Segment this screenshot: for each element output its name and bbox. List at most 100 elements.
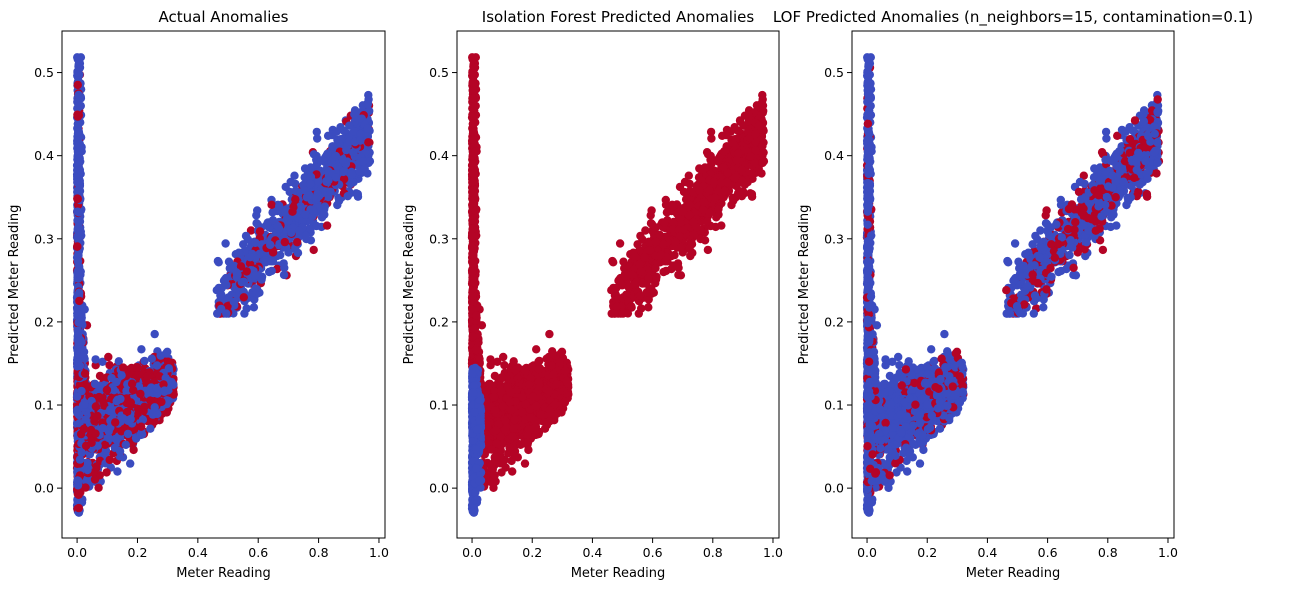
normal-point bbox=[150, 403, 159, 412]
normal-point bbox=[74, 208, 84, 217]
x-tick-label: 1.0 bbox=[369, 545, 389, 560]
x-tick-label: 0.6 bbox=[248, 545, 268, 560]
normal-point bbox=[118, 414, 128, 423]
anomaly-point bbox=[73, 194, 82, 203]
normal-point bbox=[312, 221, 321, 231]
y-axis-ticks: 0.00.10.20.30.40.5 bbox=[34, 65, 62, 496]
anomaly-point bbox=[105, 361, 114, 370]
anomaly-point bbox=[505, 443, 514, 452]
normal-point bbox=[74, 268, 83, 278]
anomaly-point bbox=[127, 363, 136, 373]
normal-point bbox=[224, 293, 233, 302]
anomaly-point bbox=[288, 207, 297, 216]
normal-point bbox=[113, 467, 122, 476]
normal-point bbox=[360, 164, 369, 173]
anomaly-point bbox=[470, 278, 480, 287]
normal-point bbox=[251, 284, 260, 293]
anomaly-point bbox=[364, 138, 373, 147]
anomaly-point bbox=[507, 456, 516, 466]
anomaly-point bbox=[90, 416, 99, 426]
normal-point bbox=[323, 131, 333, 140]
normal-point bbox=[91, 355, 100, 364]
anomaly-point bbox=[127, 379, 137, 388]
normal-point bbox=[126, 459, 135, 468]
anomaly-point bbox=[471, 101, 480, 111]
panel-title: Actual Anomalies bbox=[159, 8, 289, 26]
normal-point bbox=[75, 143, 85, 152]
normal-point bbox=[146, 424, 155, 433]
anomaly-point bbox=[469, 169, 478, 179]
normal-point bbox=[266, 240, 275, 250]
normal-point bbox=[250, 271, 260, 281]
anomaly-point bbox=[129, 445, 138, 455]
anomaly-point bbox=[468, 291, 477, 300]
anomaly-point bbox=[472, 345, 481, 355]
normal-point bbox=[98, 424, 108, 433]
anomaly-point bbox=[136, 389, 145, 399]
anomaly-point bbox=[322, 221, 332, 230]
normal-point bbox=[262, 220, 272, 229]
normal-point bbox=[336, 123, 345, 132]
normal-point bbox=[301, 231, 310, 241]
normal-point bbox=[73, 216, 82, 225]
normal-point bbox=[326, 187, 335, 196]
normal-point bbox=[323, 149, 332, 158]
y-tick-label: 0.0 bbox=[34, 481, 54, 496]
anomaly-point bbox=[531, 401, 541, 411]
anomaly-point bbox=[516, 440, 525, 449]
anomaly-point bbox=[661, 266, 671, 276]
anomaly-point bbox=[615, 239, 625, 248]
anomaly-point bbox=[545, 329, 554, 339]
normal-point bbox=[116, 394, 125, 404]
normal-point bbox=[342, 145, 351, 155]
normal-point bbox=[232, 268, 241, 277]
normal-point bbox=[75, 455, 85, 464]
normal-point bbox=[234, 248, 244, 257]
anomaly-point bbox=[511, 365, 520, 375]
normal-point bbox=[328, 142, 338, 151]
normal-point bbox=[312, 194, 321, 203]
anomaly-point bbox=[309, 245, 318, 255]
normal-point bbox=[237, 278, 246, 287]
normal-point bbox=[320, 210, 329, 219]
anomaly-point bbox=[73, 110, 82, 119]
normal-point bbox=[110, 443, 120, 452]
anomaly-point bbox=[470, 63, 480, 72]
anomaly-point bbox=[255, 227, 265, 236]
anomaly-point bbox=[520, 365, 530, 375]
anomaly-point bbox=[518, 392, 527, 402]
anomaly-point bbox=[477, 321, 487, 330]
normal-point bbox=[293, 248, 303, 258]
normal-point bbox=[73, 257, 83, 266]
normal-point bbox=[305, 179, 315, 189]
scatter-points bbox=[72, 53, 375, 517]
anomaly-point bbox=[246, 226, 256, 235]
normal-point bbox=[75, 165, 85, 175]
normal-point bbox=[164, 364, 173, 373]
normal-point bbox=[216, 291, 225, 300]
normal-point bbox=[75, 59, 85, 68]
normal-point bbox=[245, 253, 255, 262]
normal-point bbox=[156, 351, 165, 360]
anomaly-point bbox=[468, 151, 477, 161]
normal-point bbox=[214, 258, 223, 267]
anomaly-point bbox=[497, 468, 506, 477]
normal-point bbox=[76, 227, 86, 236]
anomaly-point bbox=[469, 259, 478, 268]
normal-point bbox=[324, 176, 333, 185]
y-tick-label: 0.4 bbox=[34, 148, 54, 163]
anomaly-point bbox=[99, 397, 108, 406]
anomaly-point bbox=[91, 402, 101, 411]
anomaly-point bbox=[510, 415, 519, 424]
anomaly-point bbox=[74, 503, 84, 513]
normal-point bbox=[147, 354, 156, 363]
anomaly-point bbox=[126, 398, 135, 407]
y-axis-label: Predicted Meter Reading bbox=[7, 205, 22, 365]
anomaly-point bbox=[534, 364, 544, 374]
anomaly-point bbox=[492, 439, 501, 448]
normal-point bbox=[335, 196, 344, 205]
anomaly-point bbox=[91, 429, 100, 438]
anomaly-point bbox=[280, 237, 289, 247]
anomaly-point bbox=[102, 385, 112, 395]
anomaly-point bbox=[468, 177, 478, 186]
